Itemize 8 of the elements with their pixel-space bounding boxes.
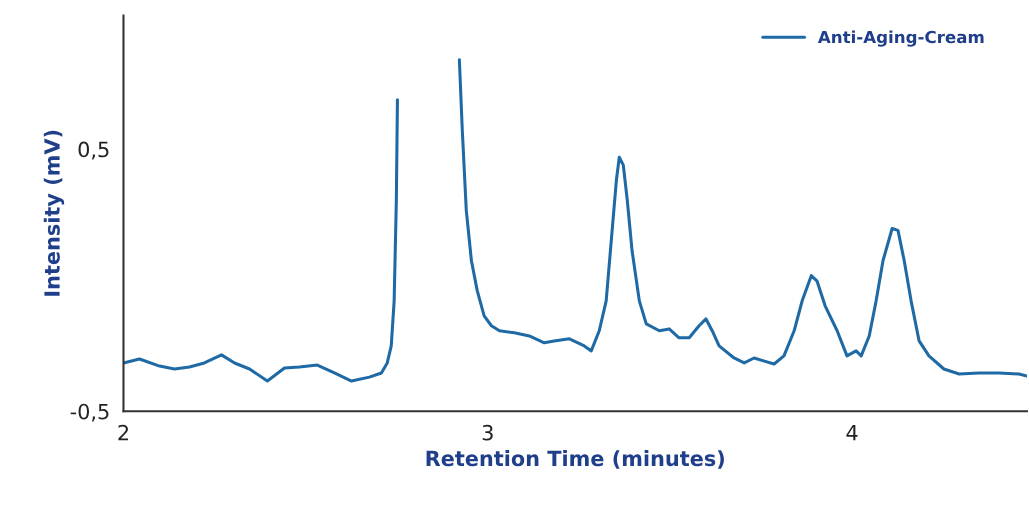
x-tick-label: 4 [846, 425, 858, 441]
x-tick-label: 3 [482, 424, 493, 441]
y-axis-title: Intensity (mV) [43, 130, 65, 296]
y-tick-label: 0,5 [78, 141, 109, 160]
y-tick-label: -0,5 [70, 403, 109, 422]
legend-label: Anti-Aging-Cream [817, 30, 984, 47]
x-axis-title: Retention Time (minutes) [426, 450, 724, 469]
x-tick-label: 2 [118, 424, 129, 441]
